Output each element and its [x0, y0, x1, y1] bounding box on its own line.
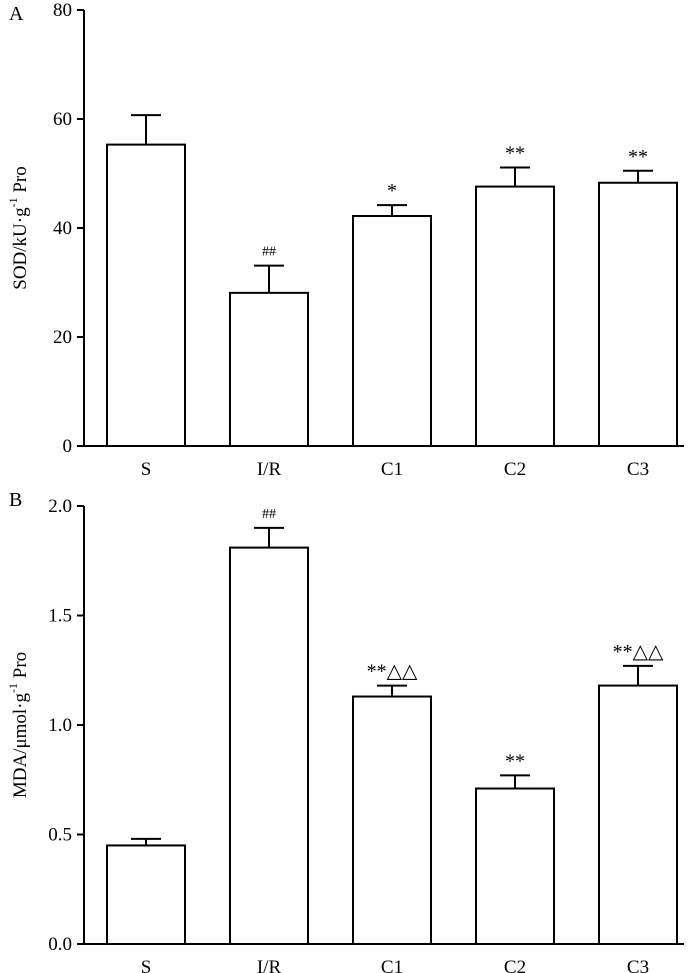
significance-label: ## [262, 507, 276, 522]
bar-c1 [352, 695, 432, 946]
x-tick-label: C1 [381, 957, 403, 973]
bar-c2 [475, 185, 555, 448]
y-axis-title-main: SOD/kU·g [10, 207, 31, 290]
y-tick-label: 40 [53, 218, 72, 239]
x-tick-label: S [141, 957, 152, 973]
x-tick-label: C2 [504, 459, 526, 480]
y-tick-label: 1.5 [48, 606, 72, 627]
panel-label: B [9, 489, 22, 511]
bar-c1 [352, 215, 432, 447]
y-tick-label: 1.0 [48, 715, 72, 736]
significance-label: ## [262, 245, 276, 260]
y-tick-label: 0.0 [48, 934, 72, 955]
bar-ir [229, 546, 309, 945]
y-tick-label: 60 [53, 109, 72, 130]
x-tick-label: C3 [627, 459, 649, 480]
significance-label: ** [628, 146, 648, 168]
x-tick-label: C3 [627, 957, 649, 973]
bar-c3 [598, 181, 678, 447]
x-tick-label: I/R [257, 957, 282, 973]
y-axis-title-tail: Pro [10, 166, 31, 197]
x-tick-label: I/R [257, 459, 282, 480]
significance-label: **△△ [367, 661, 418, 683]
bar-ir [229, 291, 309, 448]
y-axis-title: SOD/kU·g-1 Pro [6, 166, 31, 290]
bar-c2 [475, 787, 555, 946]
significance-label: ** [505, 750, 525, 772]
bar-c3 [598, 684, 678, 946]
significance-label: **△△ [613, 641, 664, 663]
bar-s [106, 844, 186, 946]
significance-label: * [387, 180, 397, 202]
y-tick-label: 2.0 [48, 496, 72, 517]
y-axis-title: MDA/μmol·g-1 Pro [6, 652, 31, 798]
chart-panel-b: B 0.0 0.5 1.0 1.5 2.0 MDA/μmol·g-1 Pro S ## I/R **… [6, 489, 684, 973]
x-tick-label: C2 [504, 957, 526, 973]
panel-label: A [9, 3, 24, 25]
bar-s [106, 143, 186, 448]
significance-label: ** [505, 143, 525, 165]
y-tick-label: 80 [53, 0, 72, 21]
y-axis-title-sup: -1 [6, 197, 20, 207]
y-axis-title-sup: -1 [6, 683, 20, 693]
x-tick-label: S [141, 459, 152, 480]
x-tick-label: C1 [381, 459, 403, 480]
y-tick-label: 20 [53, 327, 72, 348]
y-tick-label: 0 [63, 436, 73, 457]
chart-panel-a: A 0 20 40 60 80 SOD/kU·g-1 Pro S ## I/R * C1 ** C2 ** C… [6, 0, 684, 480]
y-tick-label: 0.5 [48, 825, 72, 846]
y-axis-title-tail: Pro [10, 652, 31, 683]
y-axis-title-main: MDA/μmol·g [10, 692, 31, 798]
